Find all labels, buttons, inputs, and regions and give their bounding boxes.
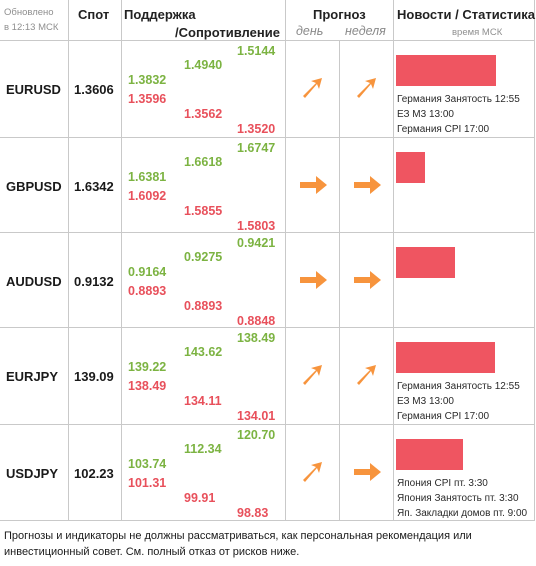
support-level-1: 1.6381	[128, 170, 167, 184]
support-level-1: 139.22	[128, 360, 167, 374]
spot-price: 102.23	[74, 466, 114, 481]
resistance-level-3: 1.3520	[237, 122, 276, 136]
spot-price: 0.9132	[74, 274, 114, 289]
support-level-3: 1.5144	[237, 44, 276, 58]
pair-name: USDJPY	[6, 466, 59, 481]
news-importance-bar	[396, 55, 496, 86]
arrow-right-week-icon	[352, 265, 382, 295]
arrow-up-right-day-icon	[298, 457, 328, 487]
pair-name: EURUSD	[6, 82, 61, 97]
grid-line	[0, 327, 535, 328]
spot-price: 1.3606	[74, 82, 114, 97]
forecast-week-header: неделя	[345, 24, 386, 38]
news-item: Германия CPI 17:00	[397, 411, 490, 422]
news-header: Новости / Статистика	[397, 7, 536, 22]
grid-line	[0, 424, 535, 425]
resistance-level-2: 134.11	[184, 394, 222, 408]
updated-label: Обновлено	[4, 7, 54, 18]
resistance-level-1: 101.31	[128, 476, 167, 490]
spot-header: Спот	[78, 7, 110, 22]
support-level-2: 1.6618	[184, 155, 223, 169]
resistance-level-1: 1.3596	[128, 92, 167, 106]
spot-price: 139.09	[74, 369, 114, 384]
grid-line	[68, 0, 69, 520]
updated-time: в 12:13 МСК	[4, 22, 59, 33]
resistance-level-2: 1.3562	[184, 107, 223, 121]
arrow-up-right-week-icon	[352, 360, 382, 390]
resistance-level-3: 1.5803	[237, 219, 276, 233]
grid-line	[0, 137, 535, 138]
arrow-up-right-day-icon	[298, 360, 328, 390]
news-item: ЕЗ М3 13:00	[397, 396, 454, 407]
news-item: Япония CPI пт. 3:30	[397, 478, 488, 489]
grid-line	[0, 232, 535, 233]
support-level-2: 1.4940	[184, 58, 223, 72]
grid-line	[393, 0, 394, 520]
arrow-right-week-icon	[352, 170, 382, 200]
support-level-1: 0.9164	[128, 265, 167, 279]
grid-line	[285, 0, 286, 520]
pair-name: GBPUSD	[6, 179, 62, 194]
disclaimer-text: Прогнозы и индикаторы не должны рассматр…	[4, 530, 472, 558]
news-importance-bar	[396, 439, 463, 470]
arrow-right-day-icon	[298, 170, 328, 200]
forecast-day-header: день	[296, 24, 324, 38]
grid-line	[121, 0, 122, 520]
support-level-1: 103.74	[128, 457, 167, 471]
resistance-level-1: 138.49	[128, 379, 167, 393]
resistance-level-1: 1.6092	[128, 189, 167, 203]
grid-line	[0, 520, 535, 521]
arrow-up-right-day-icon	[298, 73, 328, 103]
arrow-up-right-week-icon	[352, 73, 382, 103]
grid-line	[339, 40, 340, 520]
support-header: Поддержка	[124, 7, 196, 22]
resistance-level-2: 1.5855	[184, 204, 223, 218]
support-level-1: 1.3832	[128, 73, 167, 87]
support-level-2: 112.34	[184, 442, 222, 456]
pair-name: AUDUSD	[6, 274, 62, 289]
news-item: Яп. Закладки домов пт. 9:00	[397, 508, 528, 519]
news-item: ЕЗ М3 13:00	[397, 109, 454, 120]
news-importance-bar	[396, 342, 495, 373]
grid-line	[0, 40, 535, 41]
resistance-level-3: 0.8848	[237, 314, 276, 328]
resistance-level-2: 0.8893	[184, 299, 223, 313]
news-item: Германия Занятость 12:55	[397, 381, 520, 392]
news-item: Германия Занятость 12:55	[397, 94, 520, 105]
support-level-2: 143.62	[184, 345, 223, 359]
news-importance-bar	[396, 152, 425, 183]
resistance-level-1: 0.8893	[128, 284, 167, 298]
support-level-3: 1.6747	[237, 141, 276, 155]
resistance-level-3: 134.01	[237, 409, 276, 423]
resistance-level-3: 98.83	[237, 506, 269, 520]
spot-price: 1.6342	[74, 179, 114, 194]
support-level-3: 120.70	[237, 428, 276, 442]
time-zone-label: время МСК	[452, 27, 503, 38]
grid-line	[534, 0, 535, 520]
arrow-right-week-icon	[352, 457, 382, 487]
news-importance-bar	[396, 247, 455, 278]
pair-name: EURJPY	[6, 369, 59, 384]
arrow-right-day-icon	[298, 265, 328, 295]
support-level-3: 138.49	[237, 331, 276, 345]
support-level-3: 0.9421	[237, 236, 276, 250]
support-level-2: 0.9275	[184, 250, 223, 264]
news-item: Япония Занятость пт. 3:30	[397, 493, 519, 504]
resistance-level-2: 99.91	[184, 491, 216, 505]
forecast-table: Обновлено в 12:13 МСК Спот Поддержка /Со…	[0, 0, 536, 521]
forecast-header: Прогноз	[313, 7, 366, 22]
resistance-header: /Сопротивление	[175, 25, 280, 40]
news-item: Германия CPI 17:00	[397, 124, 490, 135]
